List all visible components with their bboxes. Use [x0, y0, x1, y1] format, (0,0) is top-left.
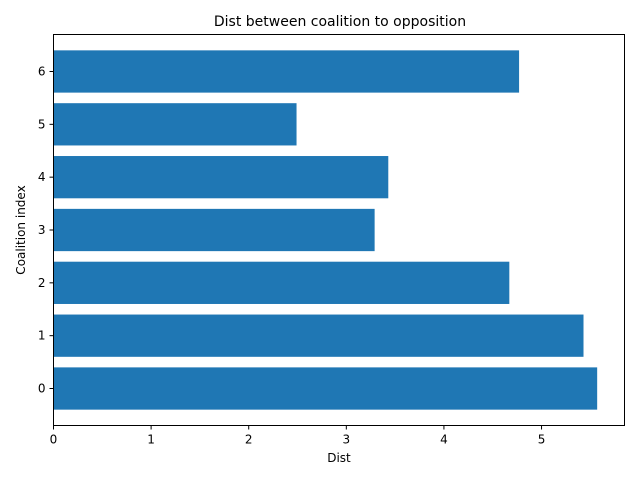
x-tick-label: 2: [245, 433, 253, 447]
bar-6: [53, 50, 520, 93]
y-tick-label: 2: [38, 276, 46, 290]
x-axis-label: Dist: [327, 451, 351, 465]
chart-title: Dist between coalition to opposition: [214, 14, 466, 30]
x-tick-label: 4: [440, 433, 448, 447]
bar-1: [53, 314, 584, 357]
x-tick-label: 1: [147, 433, 155, 447]
y-tick-label: 6: [38, 64, 46, 78]
x-tick-label: 5: [538, 433, 546, 447]
y-tick-label: 4: [38, 170, 46, 184]
y-tick-label: 5: [38, 117, 46, 131]
plot-frame: [53, 34, 625, 426]
x-ticks-group: 0 1 2 3 4 5: [50, 425, 546, 447]
y-tick-label: 0: [38, 382, 46, 396]
bar-2: [53, 261, 510, 304]
x-tick-label: 3: [343, 433, 351, 447]
bar-5: [53, 103, 297, 146]
bars-group: [53, 50, 598, 410]
y-ticks-group: 0 1 2 3 4 5 6: [38, 64, 54, 396]
bar-4: [53, 156, 389, 199]
y-axis-label: Coalition index: [14, 185, 28, 274]
y-tick-label: 1: [38, 329, 46, 343]
bar-3: [53, 208, 375, 252]
y-tick-label: 3: [38, 223, 46, 237]
x-tick-label: 0: [50, 433, 58, 447]
bar-0: [53, 367, 598, 410]
